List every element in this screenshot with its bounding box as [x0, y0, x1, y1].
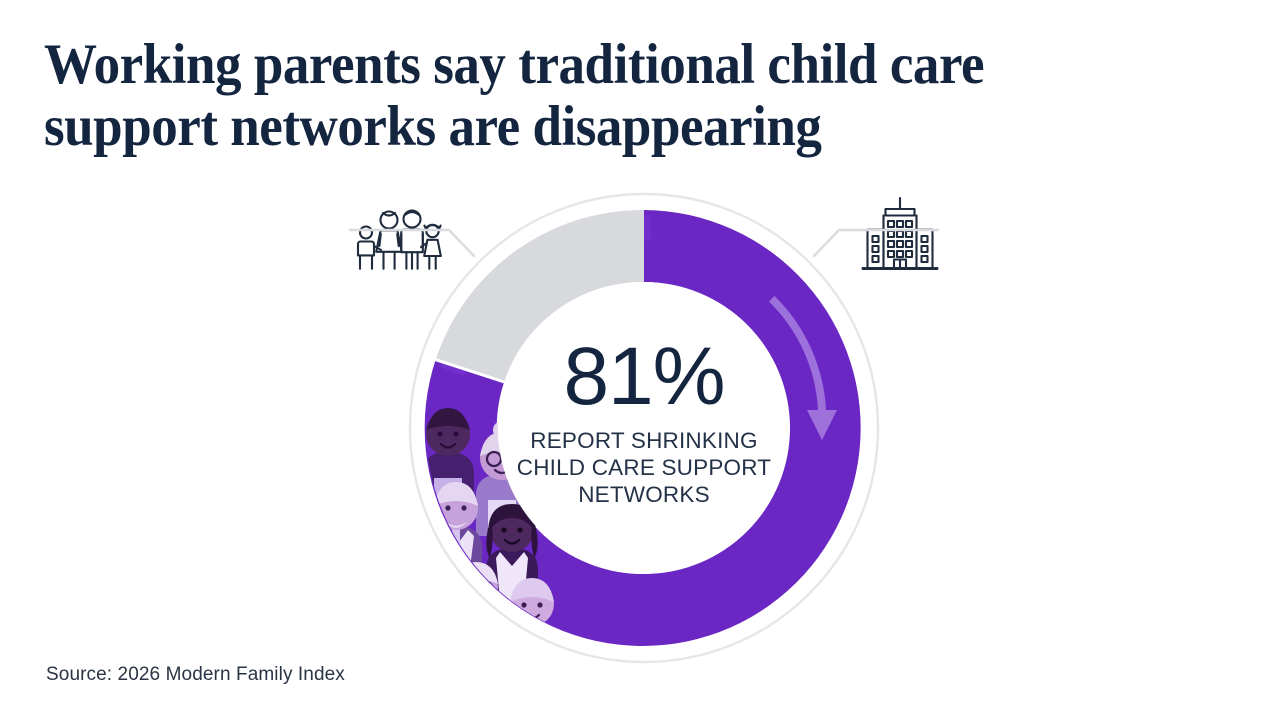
- outer-guide-ring: [408, 192, 880, 664]
- donut-chart: 81% REPORT SHRINKING CHILD CARE SUPPORT …: [348, 178, 940, 678]
- donut-segment-remainder: [435, 209, 644, 382]
- decline-arrow-icon: [769, 296, 837, 440]
- donut-hole: [498, 282, 790, 574]
- page-title: Working parents say traditional child ca…: [44, 33, 985, 158]
- source-note: Source: 2026 Modern Family Index: [46, 664, 345, 685]
- leader-lines: [348, 228, 940, 258]
- office-building-icon: [860, 196, 940, 278]
- family-of-four-icon: [352, 198, 448, 278]
- segment-divider: [435, 358, 505, 384]
